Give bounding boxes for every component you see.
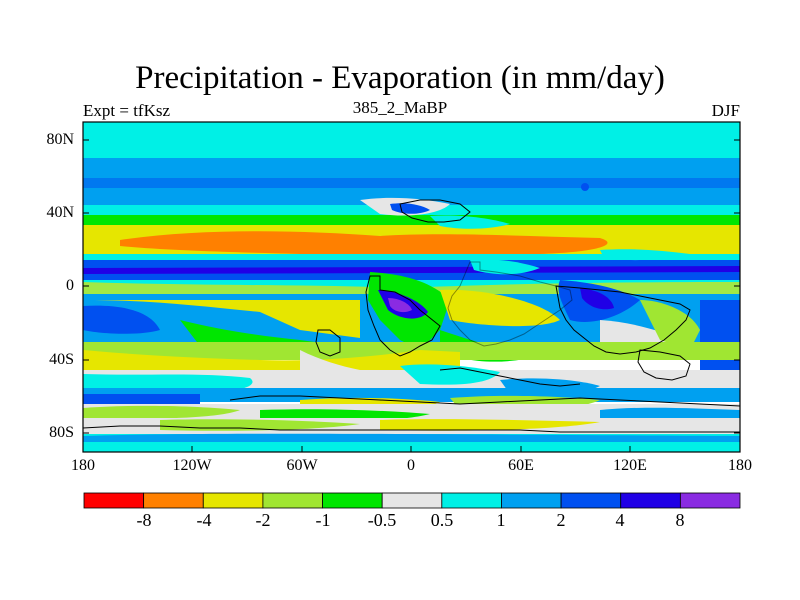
lon-tick-label: 180	[71, 457, 95, 474]
season-label: DJF	[711, 101, 740, 120]
colorbar-swatch	[202, 492, 264, 509]
colorbar-swatch	[322, 492, 383, 509]
colorbar-label: -0.5	[367, 510, 397, 530]
lat-tick-label: 80N	[46, 131, 74, 148]
colorbar	[83, 492, 741, 509]
experiment-label: Expt = tfKsz	[83, 101, 171, 120]
colorbar-label: -1	[315, 510, 331, 530]
lat-tick-label: 0	[66, 277, 74, 294]
lat-tick-marks	[83, 139, 740, 434]
colorbar-swatch	[83, 492, 145, 509]
colorbar-label: 1	[496, 510, 506, 530]
lon-tick-label: 0	[407, 457, 415, 474]
colorbar-swatch	[441, 492, 502, 509]
colorbar-swatch	[381, 492, 443, 509]
colorbar-swatch	[679, 492, 741, 509]
colorbar-label: 4	[615, 510, 625, 530]
map-title: Precipitation - Evaporation (in mm/day)	[135, 60, 665, 96]
precip-evap-field	[83, 122, 740, 452]
lat-tick-label: 40S	[49, 351, 74, 368]
colorbar-swatch	[620, 492, 681, 509]
lon-tick-label: 120E	[613, 457, 647, 474]
lon-tick-label: 120W	[172, 457, 212, 474]
lon-tick-marks	[82, 446, 741, 452]
colorbar-swatch	[262, 492, 323, 509]
time-label: 385_2_MaBP	[352, 98, 448, 117]
colorbar-swatch	[143, 492, 204, 509]
colorbar-label: -8	[136, 510, 152, 530]
lon-tick-label: 60W	[286, 457, 318, 474]
colorbar-label: 8	[675, 510, 685, 530]
colorbar-swatch	[560, 492, 622, 509]
lon-tick-label: 180	[728, 457, 752, 474]
colorbar-label: 2	[556, 510, 566, 530]
colorbar-label: -2	[255, 510, 271, 530]
lon-tick-label: 60E	[508, 457, 534, 474]
colorbar-label: -4	[196, 510, 212, 530]
lat-tick-label: 80S	[49, 424, 74, 441]
colorbar-label: 0.5	[430, 510, 454, 530]
lat-tick-label: 40N	[46, 204, 74, 221]
colorbar-swatch	[501, 492, 562, 509]
